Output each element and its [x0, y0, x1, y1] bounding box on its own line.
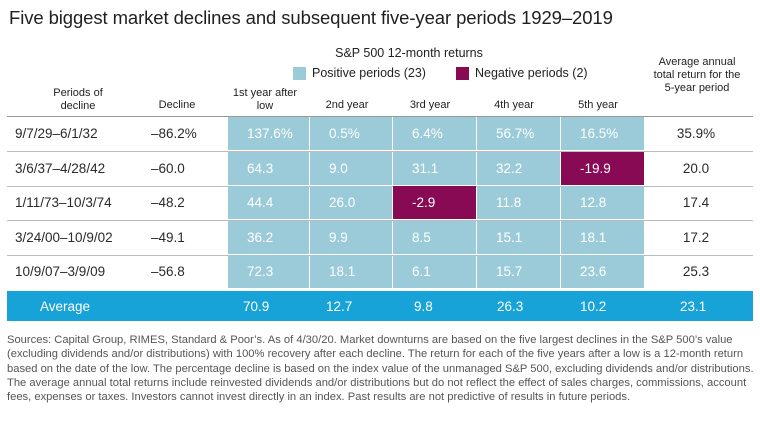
- average-year-5: 10.2: [580, 298, 607, 314]
- return-cell: 64.3: [228, 151, 309, 185]
- return-cell: 9.0: [310, 151, 392, 185]
- return-cell: 6.4%: [393, 117, 476, 150]
- row-decline: –60.0: [151, 160, 185, 176]
- row-average-return: 35.9%: [676, 126, 716, 141]
- legend-positive-swatch: [293, 66, 306, 80]
- average-year-3: 9.8: [414, 298, 433, 314]
- return-cell: 31.1: [393, 151, 476, 185]
- return-cell: 8.5: [393, 220, 476, 254]
- return-cell: 15.7: [477, 255, 560, 288]
- header-year-2: 2nd year: [325, 99, 369, 111]
- average-row: [7, 291, 753, 321]
- legend-negative-label: Negative periods (2): [475, 66, 588, 80]
- return-cell: -2.9: [393, 186, 476, 219]
- return-cell: 44.4: [228, 186, 309, 219]
- row-decline: –86.2%: [151, 126, 197, 141]
- return-cell: 11.8: [477, 186, 560, 219]
- return-cell: 26.0: [310, 186, 392, 219]
- row-average-return: 25.3: [682, 264, 710, 279]
- average-year-1: 70.9: [243, 298, 270, 314]
- return-cell: 16.5%: [561, 117, 644, 150]
- header-divider: [7, 116, 753, 117]
- average-row-label: Average: [40, 298, 91, 314]
- row-period: 3/24/00–10/9/02: [15, 229, 113, 245]
- row-period: 3/6/37–4/28/42: [15, 160, 106, 176]
- row-average-return: 17.2: [682, 229, 710, 245]
- return-cell: -19.9: [561, 151, 644, 185]
- returns-group-header: S&P 500 12-month returns: [335, 46, 483, 60]
- header-year-1: 1st year after low: [232, 87, 298, 112]
- return-cell: 72.3: [228, 255, 309, 288]
- row-period: 10/9/07–3/9/09: [15, 264, 106, 279]
- legend-negative-swatch: [456, 66, 469, 80]
- legend-positive: Positive periods (23): [293, 66, 426, 80]
- return-cell: 18.1: [561, 220, 644, 254]
- return-cell: 18.1: [310, 255, 392, 288]
- average-year-4: 26.3: [497, 298, 524, 314]
- return-cell: 15.1: [477, 220, 560, 254]
- chart-title: Five biggest market declines and subsequ…: [9, 7, 613, 28]
- header-year-5: 5th year: [578, 99, 618, 111]
- row-period: 1/11/73–10/3/74: [15, 195, 112, 210]
- return-cell: 12.8: [561, 186, 644, 219]
- row-decline: –49.1: [151, 229, 185, 245]
- average-total-return: 23.1: [680, 298, 707, 314]
- legend-negative: Negative periods (2): [456, 66, 588, 80]
- return-cell: 9.9: [310, 220, 392, 254]
- return-cell: 32.2: [477, 151, 560, 185]
- row-period: 9/7/29–6/1/32: [15, 126, 98, 141]
- header-year-4: 4th year: [494, 99, 534, 111]
- row-decline: –48.2: [151, 195, 185, 210]
- return-cell: 0.5%: [310, 117, 392, 150]
- return-cell: 23.6: [561, 255, 644, 288]
- row-average-return: 20.0: [682, 160, 710, 176]
- return-cell: 6.1: [393, 255, 476, 288]
- header-average-return: Average annual total return for the 5-ye…: [653, 56, 741, 94]
- return-cell: 137.6%: [228, 117, 309, 150]
- return-cell: 36.2: [228, 220, 309, 254]
- average-year-2: 12.7: [326, 298, 353, 314]
- row-average-return: 17.4: [682, 195, 710, 210]
- return-cell: 56.7%: [477, 117, 560, 150]
- sources-footnote: Sources: Capital Group, RIMES, Standard …: [7, 334, 754, 404]
- header-period: Periods of decline: [53, 87, 103, 112]
- header-decline: Decline: [158, 99, 196, 111]
- header-year-3: 3rd year: [409, 99, 451, 111]
- row-decline: –56.8: [151, 264, 185, 279]
- legend-positive-label: Positive periods (23): [312, 66, 426, 80]
